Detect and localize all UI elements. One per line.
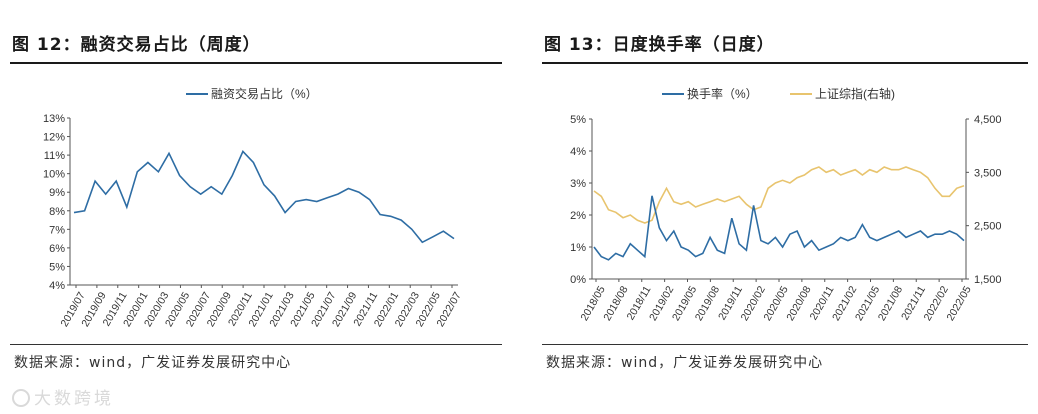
right-chart: 换手率（%） 上证综指(右轴) 5% 4% 3% 2% 1% 0% 4,500 3,500 2,50…	[570, 86, 1002, 323]
y-right-tick-label: 3,500	[974, 167, 1002, 179]
right-title-rule	[542, 62, 1028, 64]
watermark-logo: 大数跨境	[12, 384, 114, 409]
legend-label-turnover: 换手率（%）	[687, 86, 758, 101]
y-tick-label: 12%	[43, 132, 65, 144]
y-right-tick-label: 2,500	[974, 221, 1002, 233]
y-left-tick-label: 3%	[570, 178, 586, 190]
series-line-margin-share	[73, 149, 455, 244]
right-source: 数据来源：wind，广发证券发展研究中心	[546, 355, 824, 371]
right-source-rule	[542, 344, 1028, 345]
y-tick-label: 9%	[49, 187, 65, 199]
y-tick-label: 6%	[49, 243, 65, 255]
y-left-tick-label: 5%	[570, 114, 586, 126]
legend-label-margin-share: 融资交易占比（%）	[211, 86, 318, 101]
left-source: 数据来源：wind，广发证券发展研究中心	[14, 355, 292, 371]
y-tick-label: 11%	[44, 150, 65, 162]
left-source-rule	[10, 344, 502, 345]
right-panel-title: 图 13：日度换手率（日度）	[544, 35, 775, 55]
left-panel-title: 图 12：融资交易占比（周度）	[12, 35, 261, 55]
left-title-rule	[10, 62, 502, 64]
y-left-tick-label: 2%	[570, 210, 586, 222]
y-tick-label: 10%	[43, 169, 65, 181]
y-left-tick-label: 4%	[570, 146, 586, 158]
y-left-tick-label: 1%	[570, 242, 586, 254]
y-right-tick-label: 4,500	[974, 114, 1002, 126]
y-right-tick-label: 1,500	[974, 274, 1002, 286]
y-tick-label: 4%	[49, 280, 65, 292]
legend-label-sse-index: 上证综指(右轴)	[815, 86, 895, 101]
series-line-turnover	[593, 195, 965, 261]
left-chart: 融资交易占比（%）13%12%11%10%9%8%7%6%5%4%2019/07…	[43, 86, 464, 329]
y-tick-label: 7%	[49, 224, 65, 236]
y-left-tick-label: 0%	[570, 274, 586, 286]
y-tick-label: 5%	[49, 261, 65, 273]
y-tick-label: 13%	[43, 113, 65, 125]
y-tick-label: 8%	[49, 206, 65, 218]
